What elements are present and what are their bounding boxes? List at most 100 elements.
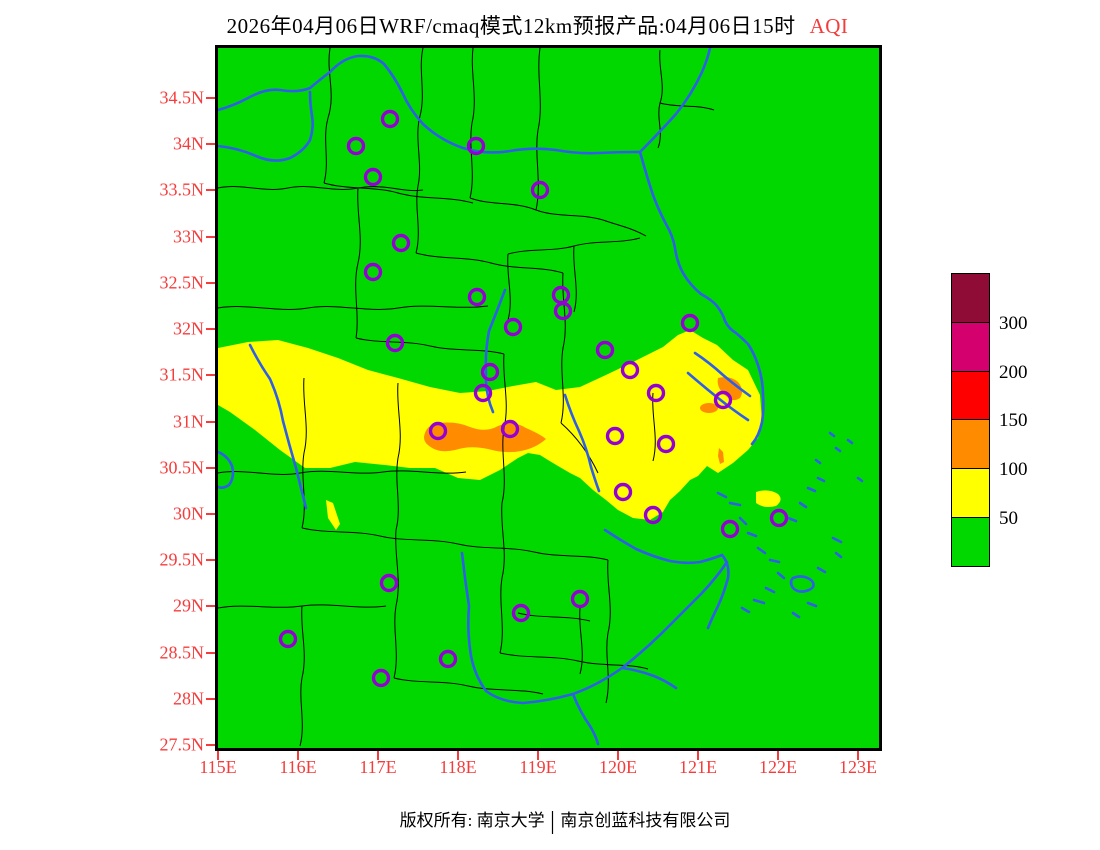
lat-tick-label: 28.5N [159, 642, 205, 663]
lon-tick-label: 115E [199, 757, 237, 777]
rivers-and-coastline [218, 48, 864, 746]
footer-separator: | [550, 806, 555, 835]
city-marker [480, 362, 500, 382]
legend-boundary-label: 200 [999, 361, 1028, 383]
city-marker [553, 301, 573, 321]
city-marker [428, 421, 448, 441]
lat-tick-mark [206, 605, 215, 607]
title-text: 2026年04月06日WRF/cmaq模式12km预报产品:04月06日15时 [226, 14, 796, 38]
lat-tick-label: 30.5N [159, 457, 205, 478]
lat-tick-label: 32.5N [159, 272, 205, 293]
legend-boundary-label: 150 [999, 410, 1028, 432]
legend-color-block [951, 516, 990, 567]
city-marker [769, 508, 789, 528]
city-marker [391, 233, 411, 253]
lon-tick-label: 119E [519, 757, 557, 777]
city-marker [346, 136, 366, 156]
lon-tick-label: 117E [359, 757, 397, 777]
city-marker [278, 629, 298, 649]
lat-tick-label: 34N [173, 133, 204, 154]
city-marker [503, 317, 523, 337]
city-marker [680, 313, 700, 333]
lon-tick-label: 123E [839, 757, 877, 777]
city-marker [643, 505, 663, 525]
legend-color-bar [951, 273, 990, 567]
city-marker [570, 589, 590, 609]
city-marker [713, 390, 733, 410]
city-marker [605, 426, 625, 446]
lat-tick-mark [206, 744, 215, 746]
lon-tick-mark [457, 751, 459, 760]
lat-tick-mark [206, 282, 215, 284]
lat-tick-label: 33N [173, 226, 204, 247]
lat-tick-mark [206, 97, 215, 99]
station-markers [278, 109, 789, 688]
lat-tick-label: 31.5N [159, 364, 205, 385]
lat-tick-label: 33.5N [159, 179, 205, 200]
legend-boundary-label: 50 [999, 508, 1018, 529]
lat-tick-mark [206, 189, 215, 191]
lat-tick-label: 29N [173, 595, 204, 616]
lon-tick-mark [217, 751, 219, 760]
city-marker [466, 136, 486, 156]
lat-tick-mark [206, 467, 215, 469]
forecast-map [218, 48, 879, 748]
city-marker [473, 383, 493, 403]
legend-color-block [951, 468, 990, 518]
city-marker [646, 383, 666, 403]
city-marker [720, 519, 740, 539]
title-variable-label: AQI [809, 14, 849, 38]
map-plot-area [215, 45, 882, 751]
city-marker [467, 287, 487, 307]
city-marker [385, 333, 405, 353]
lon-tick-label: 116E [279, 757, 317, 777]
lat-tick-mark [206, 236, 215, 238]
lon-tick-label: 122E [759, 757, 797, 777]
lon-tick-mark [617, 751, 619, 760]
lat-tick-mark [206, 421, 215, 423]
lon-tick-mark [697, 751, 699, 760]
lat-tick-mark [206, 652, 215, 654]
lon-tick-mark [377, 751, 379, 760]
lat-tick-mark [206, 513, 215, 515]
aqi-unhealthy-spots [424, 377, 743, 464]
copyright-footer: 版权所有: 南京大学 | 南京创蓝科技有限公司 [30, 806, 1100, 835]
city-marker [656, 434, 676, 454]
city-marker [530, 180, 550, 200]
city-marker [620, 360, 640, 380]
lat-tick-mark [206, 328, 215, 330]
lat-tick-mark [206, 374, 215, 376]
lon-tick-label: 120E [599, 757, 637, 777]
lat-tick-label: 31N [173, 411, 204, 432]
lat-tick-label: 30N [173, 503, 204, 524]
lon-tick-label: 118E [439, 757, 477, 777]
lon-tick-mark [777, 751, 779, 760]
legend-color-block [951, 370, 990, 421]
lat-tick-label: 32N [173, 318, 204, 339]
city-marker [500, 419, 520, 439]
city-marker [363, 167, 383, 187]
lat-tick-mark [206, 143, 215, 145]
legend-color-block [951, 321, 990, 372]
legend-boundary-label: 100 [999, 459, 1028, 481]
lon-tick-mark [297, 751, 299, 760]
lat-tick-label: 29.5N [159, 549, 205, 570]
city-marker [380, 109, 400, 129]
city-marker [438, 649, 458, 669]
lon-tick-mark [537, 751, 539, 760]
city-marker [363, 262, 383, 282]
footer-right: 南京创蓝科技有限公司 [560, 811, 731, 830]
lat-tick-label: 28N [173, 688, 204, 709]
city-marker [613, 482, 633, 502]
city-marker [371, 668, 391, 688]
footer-left: 版权所有: 南京大学 [399, 811, 545, 830]
lat-tick-label: 34.5N [159, 87, 205, 108]
legend-color-block [951, 273, 990, 323]
legend-color-block [951, 419, 990, 470]
lat-tick-mark [206, 698, 215, 700]
city-marker [511, 603, 531, 623]
lon-tick-label: 121E [679, 757, 717, 777]
city-marker [595, 340, 615, 360]
legend-boundary-label: 300 [999, 312, 1028, 334]
